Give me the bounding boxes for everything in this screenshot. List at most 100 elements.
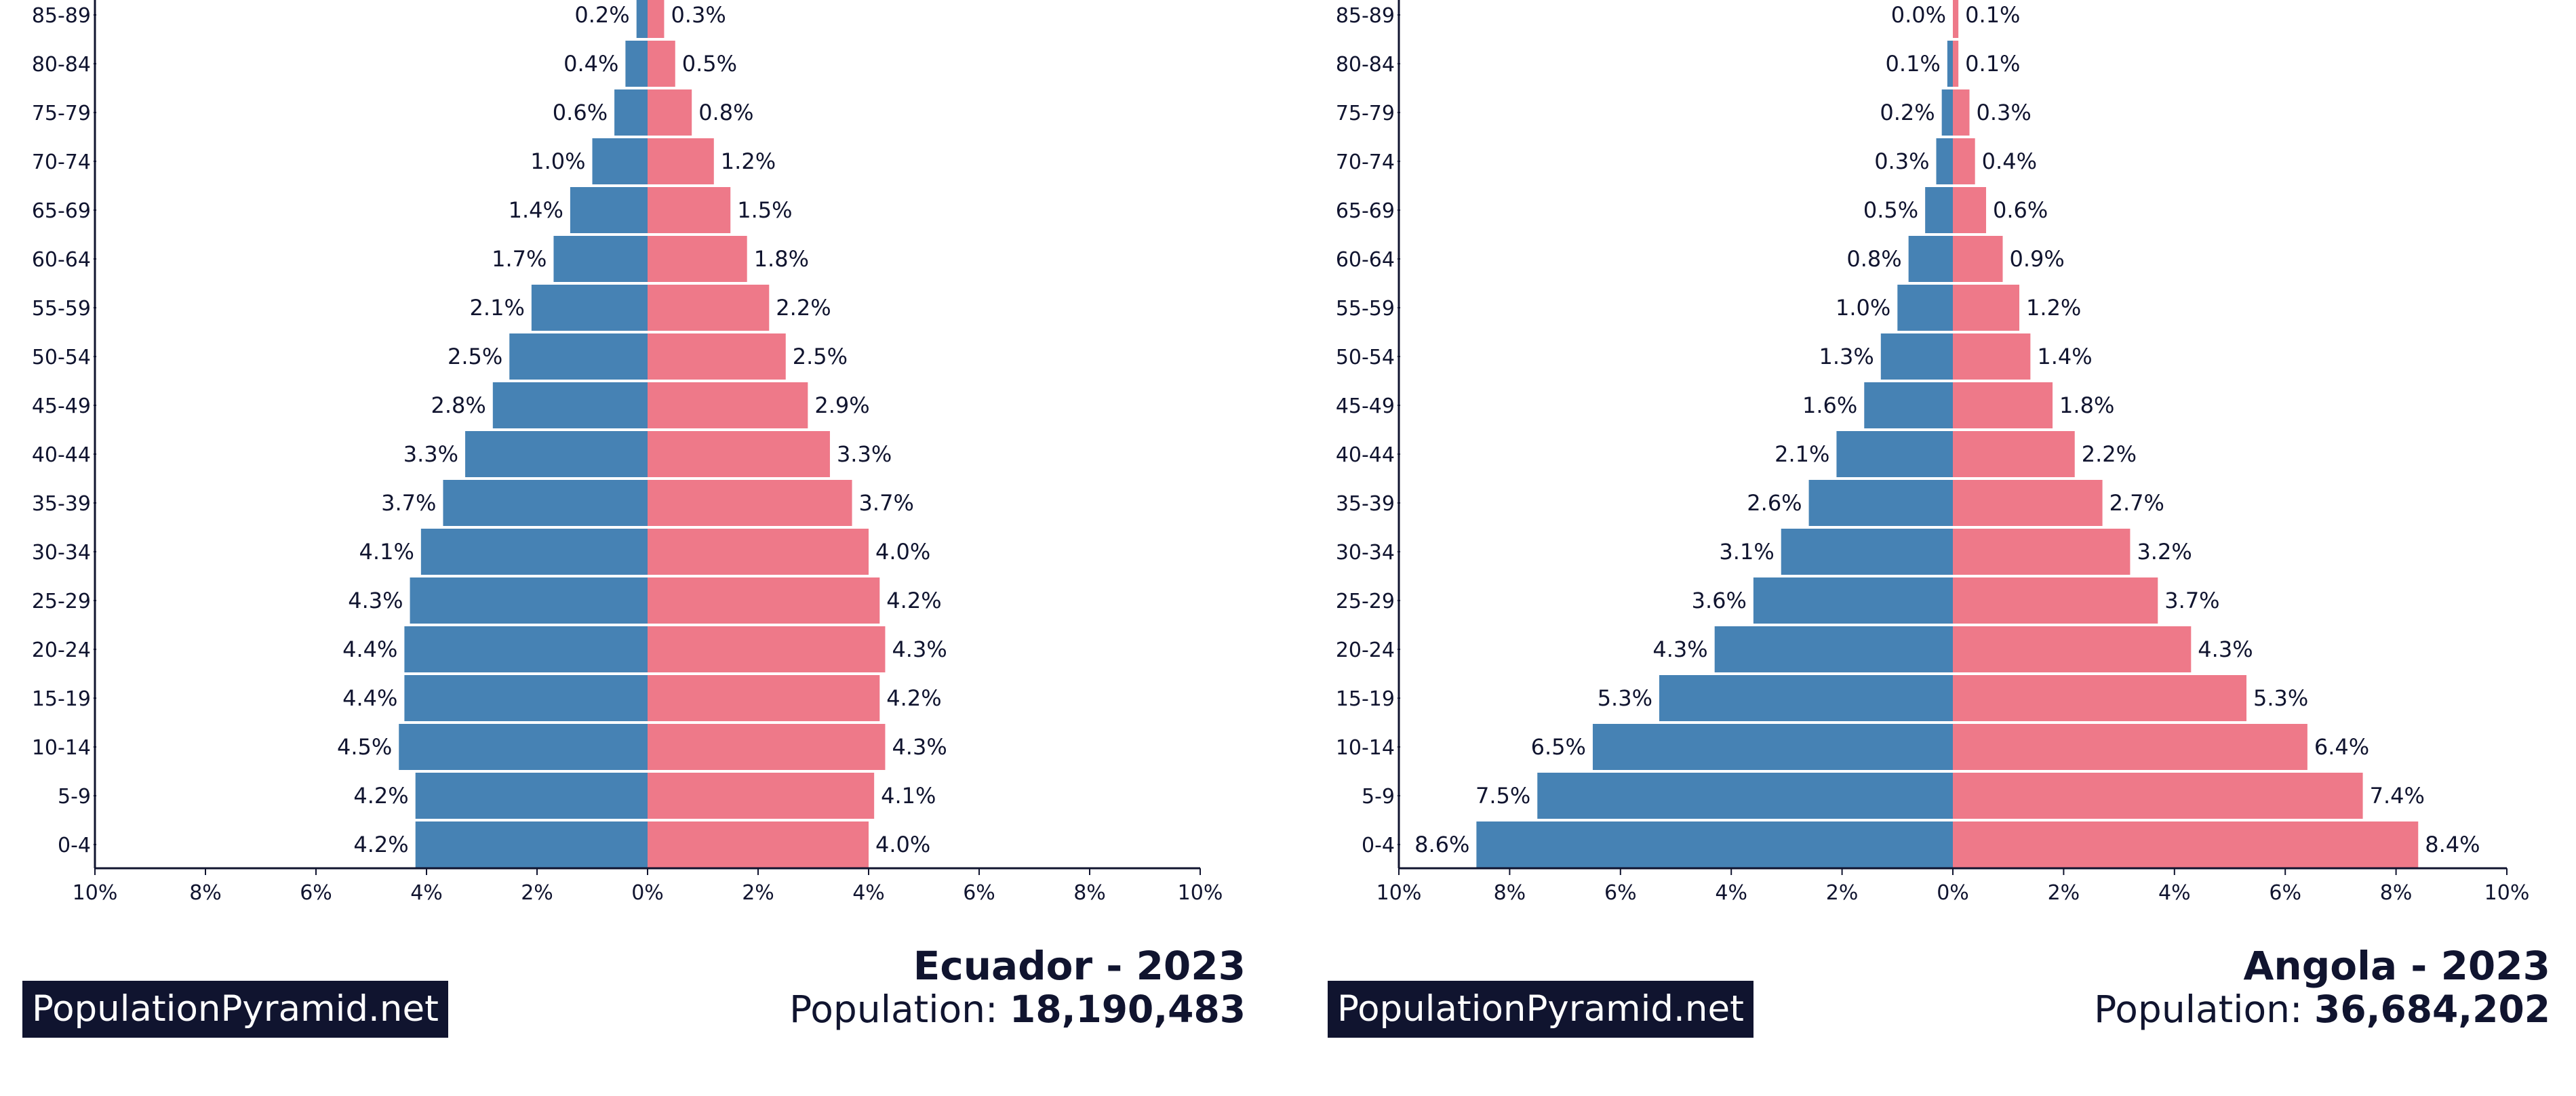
- population-line: Population: 36,684,202: [2094, 988, 2550, 1031]
- female-value-label: 3.2%: [2137, 539, 2192, 565]
- bar-female-30-34: [648, 529, 869, 575]
- x-tick-label: 10%: [1178, 881, 1223, 905]
- x-tick-label: 0%: [1937, 881, 1969, 905]
- age-group-label: 70-74: [32, 150, 91, 174]
- female-value-label: 3.7%: [859, 490, 914, 516]
- age-group-label: 65-69: [32, 199, 91, 223]
- age-group-label: 85-89: [32, 4, 91, 28]
- population-value: 36,684,202: [2314, 988, 2550, 1031]
- bar-male-50-54: [1880, 333, 1953, 380]
- female-value-label: 1.8%: [2059, 392, 2114, 418]
- male-value-label: 1.0%: [1836, 295, 1890, 321]
- bar-female-0-4: [648, 821, 869, 868]
- bar-female-65-69: [1953, 187, 1987, 233]
- age-group-label: 30-34: [1336, 541, 1395, 565]
- x-tick-label: 8%: [2380, 881, 2413, 905]
- bar-male-75-79: [614, 89, 648, 136]
- bar-male-20-24: [1714, 626, 1953, 672]
- population-value: 18,190,483: [1010, 988, 1246, 1031]
- bar-male-80-84: [625, 41, 648, 87]
- bar-male-35-39: [443, 480, 648, 526]
- male-value-label: 0.6%: [553, 100, 608, 125]
- age-group-label: 5-9: [1362, 785, 1395, 809]
- bar-female-50-54: [648, 333, 786, 380]
- age-group-label: 15-19: [1336, 687, 1395, 711]
- bar-female-30-34: [1953, 529, 2131, 575]
- bar-male-85-89: [636, 0, 648, 38]
- x-tick-label: 6%: [2269, 881, 2301, 905]
- male-value-label: 2.1%: [470, 295, 525, 321]
- bar-male-75-79: [1941, 89, 1953, 136]
- female-value-label: 1.5%: [737, 197, 792, 223]
- male-value-label: 4.4%: [342, 636, 397, 662]
- brand-badge-ecuador[interactable]: PopulationPyramid.net: [22, 981, 448, 1038]
- bar-male-30-34: [420, 529, 648, 575]
- x-tick-label: 6%: [300, 881, 332, 905]
- bar-female-35-39: [1953, 480, 2103, 526]
- male-value-label: 0.2%: [574, 2, 629, 28]
- male-value-label: 0.1%: [1886, 51, 1941, 77]
- male-value-label: 1.4%: [509, 197, 563, 223]
- age-group-label: 55-59: [1336, 297, 1395, 321]
- age-group-label: 0-4: [1362, 834, 1395, 857]
- bar-male-45-49: [1864, 382, 1953, 428]
- bar-male-55-59: [531, 285, 648, 331]
- female-value-label: 4.0%: [875, 539, 930, 565]
- male-value-label: 0.5%: [1863, 197, 1918, 223]
- bar-male-40-44: [1836, 431, 1953, 477]
- male-value-label: 1.7%: [492, 246, 547, 272]
- x-tick-label: 4%: [410, 881, 443, 905]
- bar-female-25-29: [1953, 577, 2158, 624]
- bar-female-40-44: [648, 431, 830, 477]
- population-label: Population:: [789, 988, 1010, 1031]
- female-value-label: 0.8%: [698, 100, 753, 125]
- female-value-label: 2.7%: [2109, 490, 2164, 516]
- female-value-label: 0.1%: [1965, 51, 2020, 77]
- female-value-label: 7.4%: [2370, 783, 2425, 809]
- brand-badge-angola[interactable]: PopulationPyramid.net: [1328, 981, 1753, 1038]
- male-value-label: 4.5%: [337, 734, 392, 760]
- age-group-label: 35-39: [1336, 492, 1395, 516]
- male-value-label: 2.6%: [1747, 490, 1802, 516]
- bar-female-80-84: [648, 41, 675, 87]
- male-value-label: 8.6%: [1414, 832, 1469, 857]
- bar-male-5-9: [1537, 773, 1953, 819]
- male-value-label: 4.4%: [342, 685, 397, 711]
- male-value-label: 0.2%: [1880, 100, 1935, 125]
- bar-female-50-54: [1953, 333, 2031, 380]
- male-value-label: 2.5%: [448, 344, 502, 369]
- male-value-label: 7.5%: [1475, 783, 1530, 809]
- bar-female-85-89: [648, 0, 665, 38]
- male-value-label: 3.7%: [381, 490, 436, 516]
- age-group-label: 85-89: [1336, 4, 1395, 28]
- age-group-label: 10-14: [32, 736, 91, 760]
- female-value-label: 2.9%: [814, 392, 869, 418]
- bar-female-20-24: [648, 626, 886, 672]
- bar-female-60-64: [1953, 236, 2003, 282]
- age-group-label: 60-64: [32, 248, 91, 272]
- male-value-label: 1.0%: [530, 148, 585, 174]
- age-group-label: 50-54: [1336, 346, 1395, 369]
- age-group-label: 25-29: [32, 590, 91, 613]
- age-group-label: 75-79: [1336, 102, 1395, 125]
- bar-male-70-74: [592, 138, 648, 184]
- bar-female-55-59: [1953, 285, 2020, 331]
- bar-female-55-59: [648, 285, 770, 331]
- bar-male-25-29: [1753, 577, 1953, 624]
- male-value-label: 2.8%: [431, 392, 486, 418]
- age-group-label: 5-9: [58, 785, 91, 809]
- bar-male-40-44: [465, 431, 648, 477]
- bar-male-65-69: [570, 187, 648, 233]
- female-value-label: 3.7%: [2164, 588, 2219, 613]
- x-tick-label: 10%: [73, 881, 118, 905]
- age-group-label: 55-59: [32, 297, 91, 321]
- age-group-label: 75-79: [32, 102, 91, 125]
- female-value-label: 4.0%: [875, 832, 930, 857]
- bar-female-0-4: [1953, 821, 2419, 868]
- male-value-label: 4.3%: [1652, 636, 1707, 662]
- bar-female-5-9: [1953, 773, 2363, 819]
- male-value-label: 0.4%: [563, 51, 618, 77]
- male-value-label: 1.6%: [1802, 392, 1857, 418]
- x-tick-label: 4%: [1715, 881, 1747, 905]
- x-tick-label: 4%: [852, 881, 885, 905]
